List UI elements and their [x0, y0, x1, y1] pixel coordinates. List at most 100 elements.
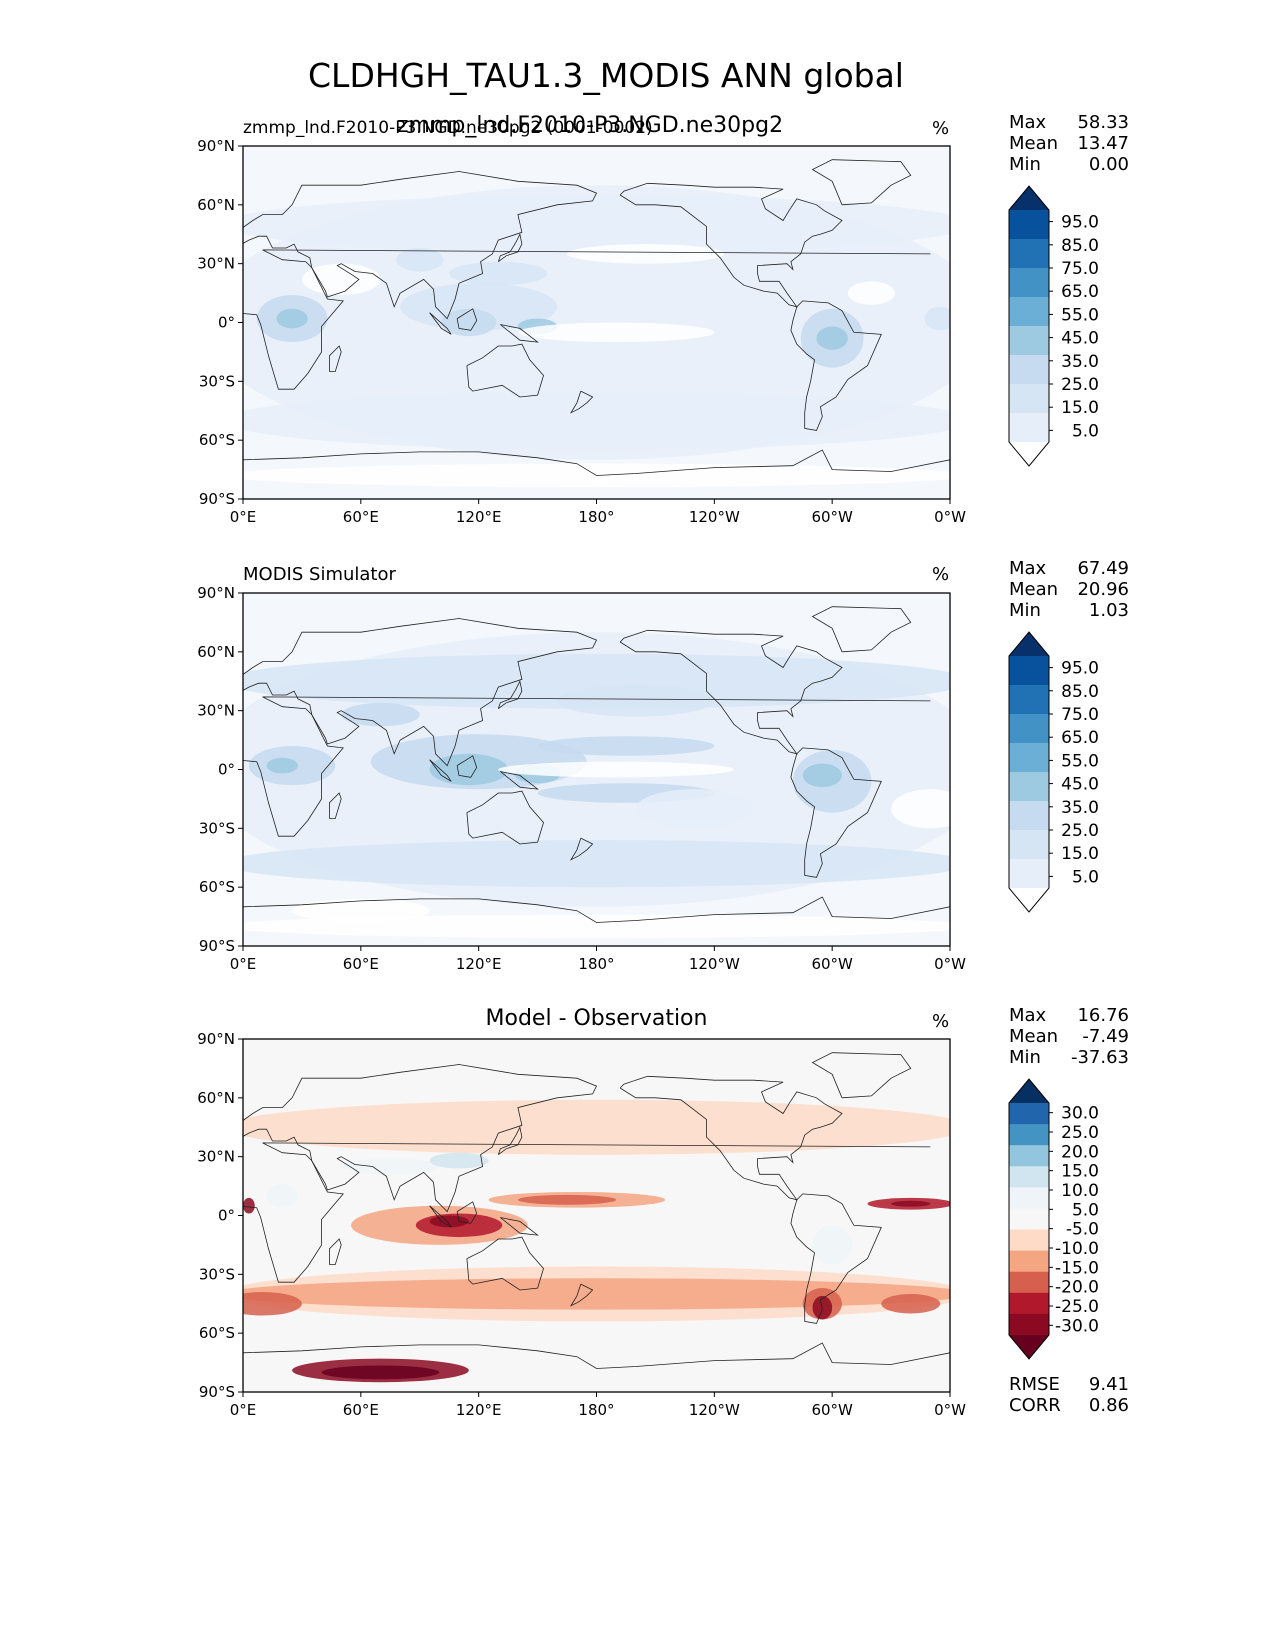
- coastline-6: [243, 449, 950, 476]
- coastline-9: [569, 1283, 594, 1307]
- map-svg: 0°E 60°E 120°E 180° 120°W 60°W 0°W 90°N 60°N 30°N…: [197, 1030, 966, 1419]
- coastline-4: [790, 747, 882, 878]
- panel-3-map: 0°E 60°E 120°E 180° 120°W 60°W 0°W 90°N 60°N 30°N…: [197, 1030, 966, 1419]
- colorbar-segment: [1009, 714, 1049, 744]
- field-contour-15: [243, 1291, 302, 1316]
- coastline-10: [456, 755, 478, 778]
- colorbar-label: 25.0: [1061, 1123, 1099, 1143]
- field-contour-13: [498, 761, 734, 778]
- colorbar-segment: [1009, 1187, 1049, 1209]
- colorbar-label: -25.0: [1055, 1297, 1099, 1317]
- colorbar-segment: [1009, 830, 1049, 860]
- x-tick-label: 180°: [578, 955, 614, 973]
- coastline-6: [243, 896, 950, 923]
- panel-1-colorbar: 95.0 85.0 75.0 65.0 55.0 45.0 35.0 25.0 15.0 5.0: [1008, 185, 1129, 467]
- x-tick-label: 120°W: [689, 955, 740, 973]
- field-contour-12: [812, 1295, 833, 1320]
- coastline-1: [243, 618, 598, 767]
- field-contour-16: [881, 1293, 941, 1314]
- panel-3-stat-max-value: 16.76: [1077, 1005, 1129, 1026]
- panel-3-stat-mean-label: Mean: [1009, 1026, 1059, 1047]
- coastline-9: [569, 837, 594, 861]
- colorbar-segment: [1009, 1271, 1049, 1294]
- field-contour-14: [567, 244, 725, 264]
- x-tick-label: 120°W: [689, 508, 740, 526]
- coastline-7: [329, 792, 342, 819]
- field-contour-5: [276, 308, 308, 329]
- coastline-12: [500, 771, 539, 790]
- colorbar-label: 25.0: [1061, 821, 1099, 841]
- panel-3-title-center: Model - Observation: [485, 1006, 708, 1031]
- field-contour-10: [816, 326, 848, 350]
- colorbar-extend-min: [1009, 1335, 1049, 1359]
- coastline-9: [569, 390, 594, 414]
- coastline-0: [243, 249, 931, 390]
- coastline-5: [811, 606, 912, 653]
- colorbar-svg: 30.025.020.015.010.05.0-5.0-10.0-15.0-20…: [1008, 1078, 1099, 1360]
- coastline-1: [243, 171, 598, 320]
- field-contour-8: [266, 757, 298, 774]
- panel-2-stat-min-label: Min: [1009, 600, 1041, 621]
- x-tick-label: 0°E: [230, 1401, 257, 1419]
- x-tick-label: 60°E: [343, 508, 379, 526]
- panel-1-stat-min-value: 0.00: [1088, 154, 1129, 175]
- map-svg: 0°E 60°E 120°E 180° 120°W 60°W 0°W 90°N 60°N 30°N…: [197, 584, 966, 973]
- panel-2-stat-min-value: 1.03: [1088, 600, 1129, 621]
- colorbar-label: 65.0: [1061, 728, 1099, 748]
- colorbar-label: 30.0: [1061, 1104, 1099, 1124]
- coastline-11: [429, 1205, 452, 1228]
- colorbar-label: 15.0: [1061, 398, 1099, 418]
- colorbar-label: 85.0: [1061, 236, 1099, 256]
- panel-1-title-center: zmmp_lnd.F2010-P3.NGD.ne30pg2: [397, 113, 784, 138]
- coastline-8: [497, 1126, 523, 1156]
- field-contour-13: [396, 247, 444, 272]
- coastline-6: [243, 1342, 950, 1369]
- x-tick-label: 0°E: [230, 508, 257, 526]
- coastline-4: [790, 300, 882, 431]
- panel-1-stat-mean-value: 13.47: [1077, 133, 1129, 154]
- field-contour-19: [266, 1184, 298, 1208]
- field-contour-6: [429, 1215, 469, 1228]
- coastline-2: [466, 1236, 544, 1291]
- x-tick-label: 60°W: [811, 1401, 853, 1419]
- y-tick-label: 0°: [218, 1207, 235, 1225]
- coastline-4: [790, 1193, 882, 1324]
- colorbar-label: 35.0: [1061, 352, 1099, 372]
- colorbar-segment: [1009, 1208, 1049, 1231]
- field-contour-20: [812, 1225, 852, 1265]
- x-tick-label: 60°E: [343, 1401, 379, 1419]
- y-tick-label: 90°N: [197, 137, 235, 155]
- colorbar-label: 5.0: [1072, 867, 1099, 887]
- y-tick-label: 30°S: [199, 819, 235, 837]
- y-tick-label: 30°N: [197, 702, 235, 720]
- field-contour-2: [243, 1099, 950, 1155]
- y-tick-label: 30°S: [199, 1265, 235, 1283]
- colorbar-segment: [1009, 685, 1049, 715]
- y-tick-label: 90°S: [199, 937, 235, 955]
- map-svg: 0°E 60°E 120°E 180° 120°W 60°W 0°W 90°N 60°N 30°N…: [197, 137, 966, 526]
- field-contour-14: [635, 789, 754, 829]
- coastline-12: [500, 1217, 539, 1236]
- colorbar-label: 5.0: [1072, 421, 1099, 441]
- x-tick-label: 0°W: [934, 508, 966, 526]
- colorbar-segment: [1009, 743, 1049, 773]
- coastline-8: [497, 233, 523, 263]
- x-tick-label: 180°: [578, 508, 614, 526]
- colorbar-segment: [1009, 268, 1049, 298]
- panel-3-units: %: [932, 1011, 950, 1032]
- field-contour-17: [341, 1158, 440, 1175]
- x-tick-label: 120°W: [689, 1401, 740, 1419]
- colorbar-segment: [1009, 1292, 1049, 1315]
- field-contour-1: [243, 391, 950, 450]
- coastline-3: [619, 629, 843, 755]
- y-tick-label: 60°S: [199, 1324, 235, 1342]
- panel-3-colorbar: 30.0 25.0 20.0 15.0 10.0 5.0 -5.0 -10.0 -15.0 -20…: [1008, 1078, 1129, 1360]
- coastline-3: [619, 182, 843, 308]
- y-tick-label: 30°N: [197, 255, 235, 273]
- colorbar-extend-max: [1009, 186, 1049, 210]
- panel-3-stat-min-value: -37.63: [1070, 1047, 1129, 1068]
- y-tick-label: 90°N: [197, 1030, 235, 1048]
- x-tick-label: 60°W: [811, 955, 853, 973]
- field-contour-10: [891, 1200, 931, 1207]
- colorbar-segment: [1009, 801, 1049, 831]
